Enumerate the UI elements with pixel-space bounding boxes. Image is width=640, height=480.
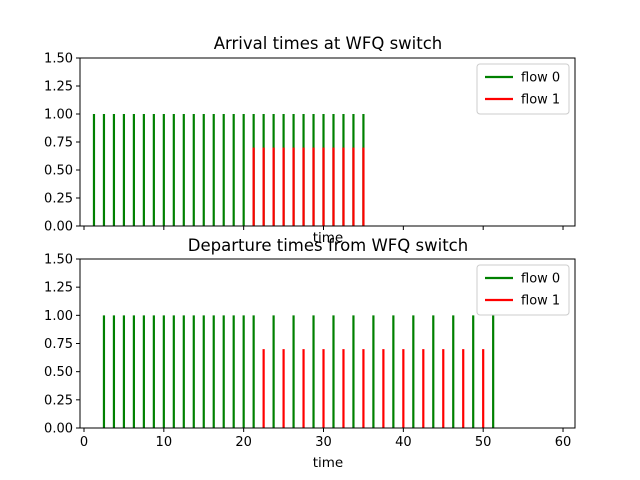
- departure-panel: Departure times from WFQ switch 0.00 0.25…: [44, 236, 576, 471]
- departure-x-axis: 0 10 20 30 40 50 60: [80, 428, 571, 450]
- arrival-y-tick-label: 1.00: [44, 108, 73, 123]
- departure-x-axis-label: time: [313, 455, 344, 471]
- arrival-legend-label: flow 0: [521, 71, 560, 86]
- departure-x-tick-label: 20: [235, 435, 252, 450]
- arrival-legend-label: flow 1: [521, 93, 560, 108]
- departure-y-tick-label: 0.25: [44, 393, 73, 408]
- departure-x-tick-label: 10: [156, 435, 173, 450]
- departure-legend-label: flow 1: [521, 294, 560, 309]
- arrival-y-tick-label: 1.50: [44, 52, 73, 67]
- arrival-y-tick-label: 0.25: [44, 192, 73, 207]
- departure-title: Departure times from WFQ switch: [188, 236, 468, 255]
- departure-y-tick-label: 1.25: [44, 281, 73, 296]
- departure-x-tick-label: 50: [475, 435, 492, 450]
- departure-y-tick-label: 1.50: [44, 253, 73, 268]
- arrival-x-axis: [83, 226, 564, 230]
- arrival-x-axis-label: time: [313, 230, 344, 246]
- arrival-marks: [92, 114, 365, 226]
- departure-x-tick-label: 30: [315, 435, 332, 450]
- departure-y-tick-label: 1.00: [44, 309, 73, 324]
- departure-x-tick-label: 0: [80, 435, 88, 450]
- departure-y-tick-label: 0.00: [44, 422, 73, 437]
- departure-x-tick-label: 60: [555, 435, 572, 450]
- arrival-y-tick-label: 0.00: [44, 220, 73, 235]
- arrival-legend: flow 0 flow 1: [476, 63, 570, 115]
- departure-legend: flow 0 flow 1: [476, 264, 570, 316]
- arrival-title: Arrival times at WFQ switch: [214, 34, 443, 53]
- arrival-y-axis: 0.00 0.25 0.50 0.75 1.00 1.25 1.50: [44, 52, 80, 235]
- departure-legend-label: flow 0: [521, 272, 560, 287]
- arrival-y-tick-label: 0.50: [44, 164, 73, 179]
- departure-y-tick-label: 0.75: [44, 337, 73, 352]
- departure-x-tick-label: 40: [395, 435, 412, 450]
- arrival-y-tick-label: 1.25: [44, 80, 73, 95]
- departure-y-tick-label: 0.50: [44, 365, 73, 380]
- departure-y-axis: 0.00 0.25 0.50 0.75 1.00 1.25 1.50: [44, 253, 80, 437]
- departure-marks: [102, 315, 495, 428]
- arrival-panel: Arrival times at WFQ switch 0.00 0.25 0.50…: [44, 34, 576, 246]
- arrival-y-tick-label: 0.75: [44, 136, 73, 151]
